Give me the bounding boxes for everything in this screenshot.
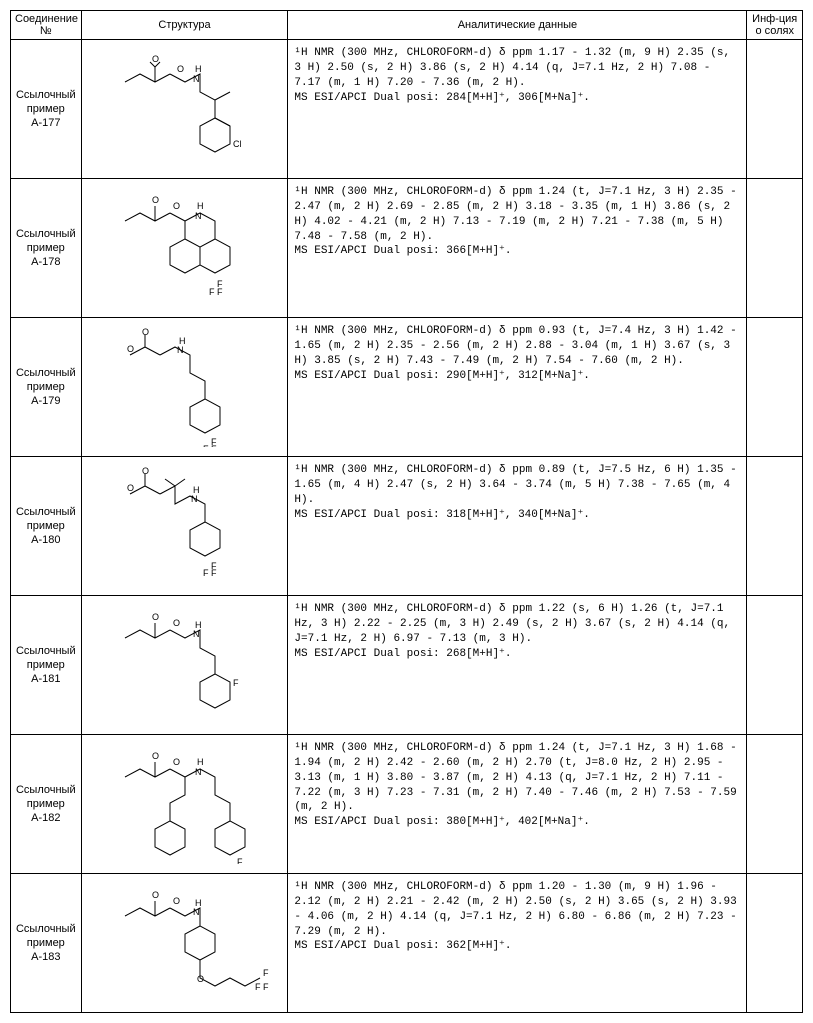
analytical-data-cell: ¹H NMR (300 MHz, CHLOROFORM-d) δ ppm 1.2… [288,874,747,1013]
structure-cell [81,179,288,318]
structure-cell [81,735,288,874]
compound-cell: Ссылочный примерA-177 [11,40,82,179]
compound-label: Ссылочный пример [15,783,77,812]
compound-cell: Ссылочный примерA-181 [11,596,82,735]
compound-id: A-183 [15,950,77,964]
salt-cell [747,735,803,874]
analytical-data-cell: ¹H NMR (300 MHz, CHLOROFORM-d) δ ppm 1.2… [288,596,747,735]
ms-text: MS ESI/APCI Dual posi: 318[M+H]⁺, 340[M+… [294,508,740,523]
compound-label: Ссылочный пример [15,366,77,395]
salt-cell [747,596,803,735]
ms-text: MS ESI/APCI Dual posi: 284[M+H]⁺, 306[M+… [294,91,740,106]
compound-id: A-182 [15,811,77,825]
compound-label: Ссылочный пример [15,644,77,673]
molecule-icon [100,322,270,447]
table-row: Ссылочный примерA-177 ¹H NMR (300 MHz, CH… [11,40,803,179]
header-data: Аналитические данные [288,11,747,40]
ms-text: MS ESI/APCI Dual posi: 366[M+H]⁺. [294,244,740,259]
compound-cell: Ссылочный примерA-178 [11,179,82,318]
compound-table: Соединение № Структура Аналитические дан… [10,10,803,1013]
analytical-data-cell: ¹H NMR (300 MHz, CHLOROFORM-d) δ ppm 1.2… [288,179,747,318]
table-row: Ссылочный примерA-183 ¹H NMR (300 MHz, CH… [11,874,803,1013]
molecule-icon [100,600,270,725]
ms-text: MS ESI/APCI Dual posi: 362[M+H]⁺. [294,939,740,954]
header-salt: Инф-ция о солях [747,11,803,40]
compound-id: A-180 [15,533,77,547]
ms-text: MS ESI/APCI Dual posi: 290[M+H]⁺, 312[M+… [294,369,740,384]
structure-cell [81,40,288,179]
structure-cell [81,874,288,1013]
salt-cell [747,318,803,457]
structure-cell [81,318,288,457]
compound-cell: Ссылочный примерA-180 [11,457,82,596]
compound-label: Ссылочный пример [15,505,77,534]
structure-cell [81,457,288,596]
compound-label: Ссылочный пример [15,88,77,117]
nmr-text: ¹H NMR (300 MHz, CHLOROFORM-d) δ ppm 1.2… [294,741,740,815]
salt-cell [747,179,803,318]
header-compound: Соединение № [11,11,82,40]
compound-id: A-179 [15,394,77,408]
molecule-icon [100,461,270,586]
analytical-data-cell: ¹H NMR (300 MHz, CHLOROFORM-d) δ ppm 0.8… [288,457,747,596]
table-row: Ссылочный примерA-181 ¹H NMR (300 MHz, CH… [11,596,803,735]
analytical-data-cell: ¹H NMR (300 MHz, CHLOROFORM-d) δ ppm 1.1… [288,40,747,179]
compound-cell: Ссылочный примерA-183 [11,874,82,1013]
header-row: Соединение № Структура Аналитические дан… [11,11,803,40]
salt-cell [747,40,803,179]
molecule-icon [100,878,270,1003]
compound-id: A-178 [15,255,77,269]
ms-text: MS ESI/APCI Dual posi: 268[M+H]⁺. [294,647,740,662]
molecule-icon [100,183,270,308]
salt-cell [747,457,803,596]
compound-cell: Ссылочный примерA-179 [11,318,82,457]
nmr-text: ¹H NMR (300 MHz, CHLOROFORM-d) δ ppm 0.8… [294,463,740,508]
compound-label: Ссылочный пример [15,227,77,256]
compound-id: A-181 [15,672,77,686]
nmr-text: ¹H NMR (300 MHz, CHLOROFORM-d) δ ppm 1.2… [294,185,740,244]
ms-text: MS ESI/APCI Dual posi: 380[M+H]⁺, 402[M+… [294,815,740,830]
structure-cell [81,596,288,735]
table-row: Ссылочный примерA-180 ¹H NMR (300 MHz, CH… [11,457,803,596]
molecule-icon [100,44,270,169]
compound-label: Ссылочный пример [15,922,77,951]
molecule-icon [100,739,270,864]
nmr-text: ¹H NMR (300 MHz, CHLOROFORM-d) δ ppm 1.1… [294,46,740,91]
header-structure: Структура [81,11,288,40]
nmr-text: ¹H NMR (300 MHz, CHLOROFORM-d) δ ppm 0.9… [294,324,740,369]
compound-cell: Ссылочный примерA-182 [11,735,82,874]
table-row: Ссылочный примерA-182 ¹H NMR (300 MHz, CH… [11,735,803,874]
table-row: Ссылочный примерA-179 ¹H NMR (300 MHz, CH… [11,318,803,457]
nmr-text: ¹H NMR (300 MHz, CHLOROFORM-d) δ ppm 1.2… [294,880,740,939]
analytical-data-cell: ¹H NMR (300 MHz, CHLOROFORM-d) δ ppm 0.9… [288,318,747,457]
nmr-text: ¹H NMR (300 MHz, CHLOROFORM-d) δ ppm 1.2… [294,602,740,647]
analytical-data-cell: ¹H NMR (300 MHz, CHLOROFORM-d) δ ppm 1.2… [288,735,747,874]
salt-cell [747,874,803,1013]
compound-id: A-177 [15,116,77,130]
table-row: Ссылочный примерA-178 ¹H NMR (300 MHz, CH… [11,179,803,318]
